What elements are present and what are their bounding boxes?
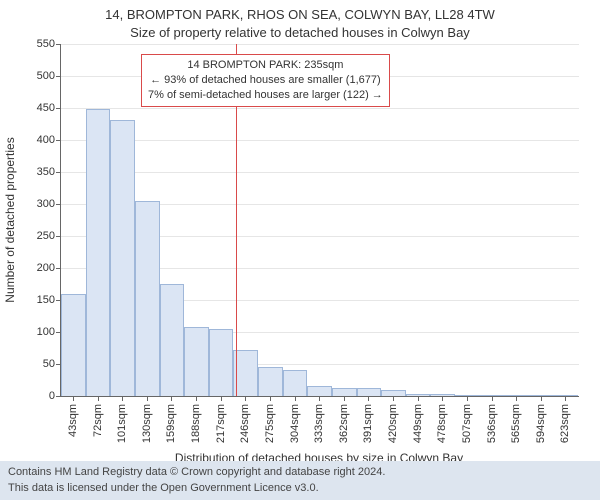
xtick-label: 420sqm [387, 404, 399, 443]
xtick-mark [245, 396, 246, 401]
xtick-label: 391sqm [362, 404, 374, 443]
histogram-bar [184, 327, 209, 396]
histogram-bar [209, 329, 234, 396]
xtick-mark [270, 396, 271, 401]
ytick-label: 450 [37, 102, 61, 114]
footer-line1: Contains HM Land Registry data © Crown c… [8, 465, 592, 480]
histogram-bar [160, 284, 185, 396]
xtick-mark [492, 396, 493, 401]
xtick-label: 362sqm [338, 404, 350, 443]
xtick-mark [467, 396, 468, 401]
xtick-label: 246sqm [239, 404, 251, 443]
xtick-label: 478sqm [436, 404, 448, 443]
ytick-label: 200 [37, 262, 61, 274]
xtick-mark [541, 396, 542, 401]
xtick-label: 43sqm [67, 404, 79, 437]
xtick-label: 72sqm [92, 404, 104, 437]
histogram-bar [258, 367, 283, 396]
histogram-bar [61, 294, 86, 396]
chart-title-line1: 14, BROMPTON PARK, RHOS ON SEA, COLWYN B… [0, 6, 600, 24]
histogram-bar [332, 388, 357, 396]
xtick-mark [171, 396, 172, 401]
histogram-bar [307, 386, 332, 396]
xtick-mark [319, 396, 320, 401]
ytick-label: 550 [37, 38, 61, 50]
xtick-mark [418, 396, 419, 401]
ytick-label: 50 [43, 358, 61, 370]
histogram-bar [283, 370, 308, 396]
gridline [61, 172, 579, 173]
xtick-mark [344, 396, 345, 401]
xtick-label: 333sqm [313, 404, 325, 443]
histogram-bar [86, 109, 111, 396]
xtick-mark [565, 396, 566, 401]
xtick-label: 217sqm [215, 404, 227, 443]
chart-container: 14, BROMPTON PARK, RHOS ON SEA, COLWYN B… [0, 0, 600, 500]
xtick-label: 159sqm [165, 404, 177, 443]
y-axis-label: Number of detached properties [3, 137, 17, 302]
xtick-label: 101sqm [116, 404, 128, 443]
xtick-mark [516, 396, 517, 401]
xtick-label: 623sqm [559, 404, 571, 443]
xtick-label: 275sqm [264, 404, 276, 443]
xtick-mark [122, 396, 123, 401]
xtick-mark [73, 396, 74, 401]
ytick-label: 150 [37, 294, 61, 306]
chart-title-line2: Size of property relative to detached ho… [0, 24, 600, 42]
histogram-bar [233, 350, 258, 396]
gridline [61, 140, 579, 141]
xtick-mark [98, 396, 99, 401]
xtick-mark [442, 396, 443, 401]
xtick-mark [196, 396, 197, 401]
xtick-label: 536sqm [486, 404, 498, 443]
xtick-label: 130sqm [141, 404, 153, 443]
annotation-line2: ← 93% of detached houses are smaller (1,… [148, 73, 383, 88]
xtick-label: 304sqm [289, 404, 301, 443]
xtick-label: 565sqm [510, 404, 522, 443]
xtick-label: 594sqm [535, 404, 547, 443]
histogram-bar [135, 201, 160, 396]
footer-line2: This data is licensed under the Open Gov… [8, 481, 592, 496]
annotation-line3: 7% of semi-detached houses are larger (1… [148, 88, 383, 103]
annotation-box: 14 BROMPTON PARK: 235sqm← 93% of detache… [141, 54, 390, 107]
footer: Contains HM Land Registry data © Crown c… [0, 461, 600, 500]
xtick-mark [393, 396, 394, 401]
xtick-label: 507sqm [461, 404, 473, 443]
ytick-label: 0 [49, 390, 61, 402]
ytick-label: 100 [37, 326, 61, 338]
histogram-bar [110, 120, 135, 396]
histogram-bar [357, 388, 382, 396]
ytick-label: 350 [37, 166, 61, 178]
ytick-label: 250 [37, 230, 61, 242]
annotation-line1: 14 BROMPTON PARK: 235sqm [148, 58, 383, 73]
xtick-label: 449sqm [412, 404, 424, 443]
xtick-mark [221, 396, 222, 401]
xtick-mark [295, 396, 296, 401]
xtick-mark [147, 396, 148, 401]
ytick-label: 400 [37, 134, 61, 146]
gridline [61, 108, 579, 109]
ytick-label: 500 [37, 70, 61, 82]
xtick-label: 188sqm [190, 404, 202, 443]
gridline [61, 44, 579, 45]
plot-area: 05010015020025030035040045050055043sqm72… [60, 44, 579, 397]
xtick-mark [368, 396, 369, 401]
ytick-label: 300 [37, 198, 61, 210]
